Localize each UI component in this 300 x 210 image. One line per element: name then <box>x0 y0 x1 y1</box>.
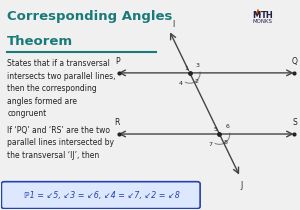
Text: I: I <box>172 20 174 29</box>
FancyBboxPatch shape <box>2 182 200 209</box>
Polygon shape <box>255 9 261 15</box>
Text: P: P <box>115 57 119 66</box>
Text: 1: 1 <box>184 66 188 71</box>
Text: MONKS: MONKS <box>253 19 273 24</box>
Text: 4: 4 <box>178 81 182 86</box>
Text: 5: 5 <box>214 127 218 132</box>
Text: States that if a transversal
intersects two parallel lines,
then the correspondi: States that if a transversal intersects … <box>7 59 116 118</box>
Text: M: M <box>252 11 260 20</box>
Text: 8: 8 <box>224 140 228 145</box>
Text: S: S <box>293 118 297 127</box>
Text: ℙ1 = ↙5, ↙3 = ↙6, ↙4 = ↙7, ↙2 = ↙8: ℙ1 = ↙5, ↙3 = ↙6, ↙4 = ↙7, ↙2 = ↙8 <box>24 191 180 200</box>
Text: Q: Q <box>292 57 298 66</box>
Text: R: R <box>114 118 120 127</box>
Text: If ‘PQ’ and ‘RS’ are the two
parallel lines intersected by
the transversal ‘IJ’,: If ‘PQ’ and ‘RS’ are the two parallel li… <box>7 126 114 160</box>
Text: J: J <box>241 181 243 190</box>
Text: 7: 7 <box>208 142 212 147</box>
Text: Corresponding Angles: Corresponding Angles <box>7 10 173 23</box>
Text: 2: 2 <box>194 79 198 84</box>
Text: 6: 6 <box>225 124 229 129</box>
Text: Theorem: Theorem <box>7 34 74 47</box>
Text: 3: 3 <box>196 63 200 68</box>
Text: TH: TH <box>261 11 274 20</box>
